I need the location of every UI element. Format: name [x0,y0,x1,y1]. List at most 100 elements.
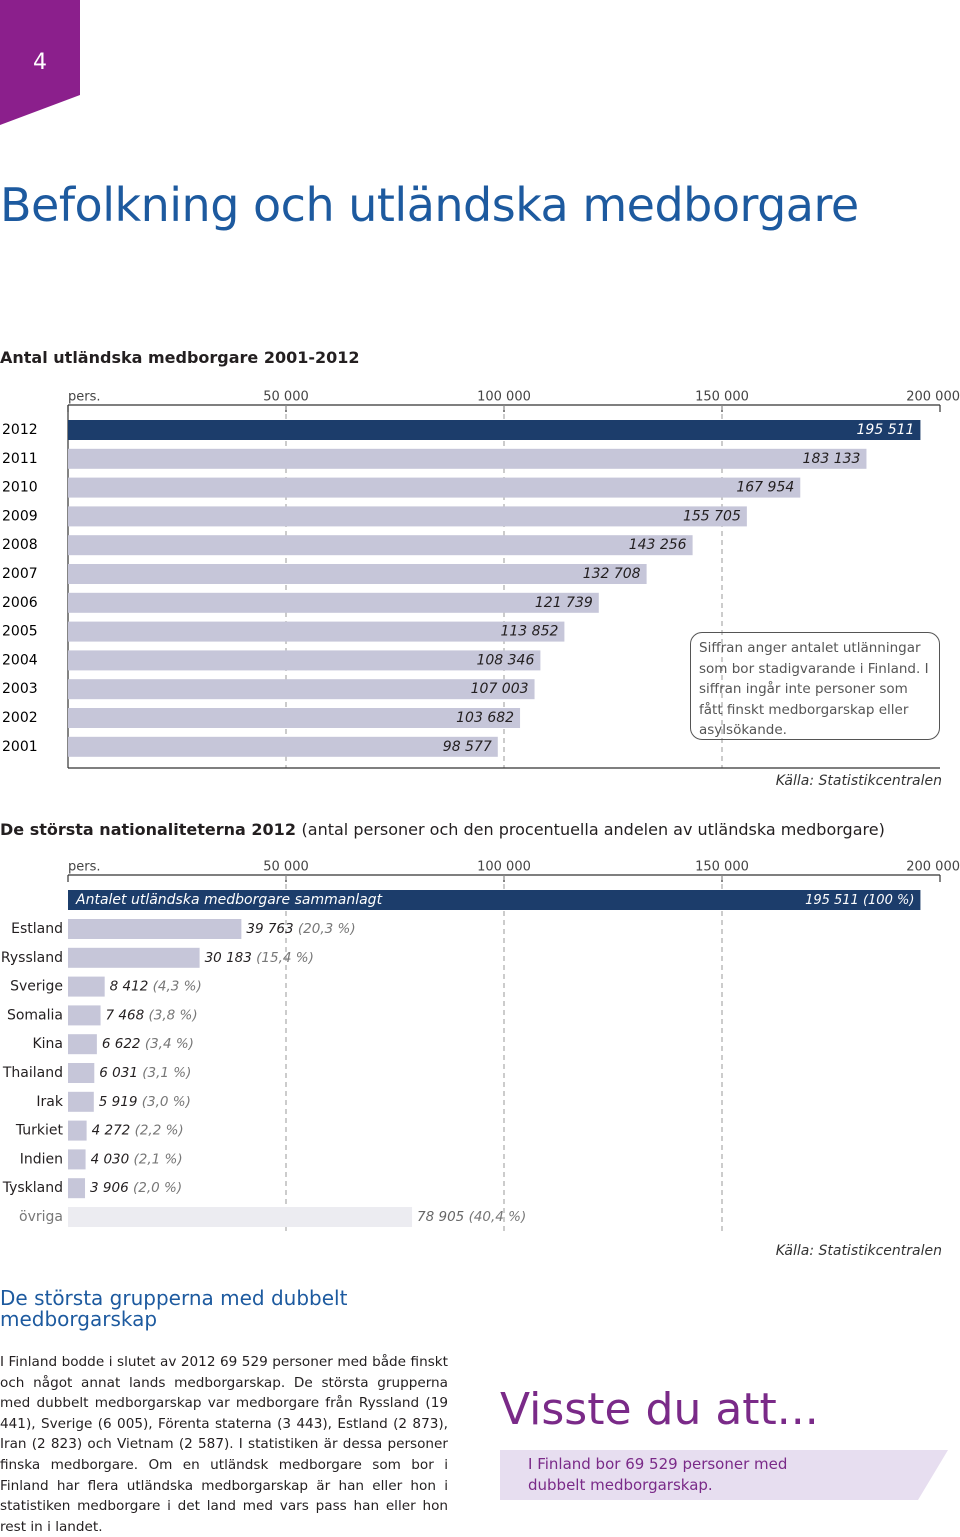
x-tick-label: 50 000 [263,390,309,405]
value-label: 39 763 (20,3 %) [246,921,355,937]
category-label: Thailand [2,1065,63,1081]
x-tick-label: 150 000 [695,390,749,405]
section-heading: De största grupperna med dubbelt medborg… [0,1286,348,1331]
category-label: Somalia [7,1007,63,1023]
value-number: 78 905 [417,1209,464,1225]
value-label: 7 468 (3,8 %) [106,1007,198,1023]
value-label: 30 183 (15,4 %) [205,950,314,966]
bar [68,477,801,498]
percent-label: (20,3 %) [298,921,356,937]
bar [68,708,521,728]
value-label: 3 906 (2,0 %) [90,1180,182,1196]
category-label: Irak [36,1094,63,1110]
fact-heading: Visste du att... [500,1384,819,1435]
bar [68,1178,86,1199]
value-label: 103 682 [456,710,514,726]
value-label: 4 272 (2,2 %) [92,1123,184,1139]
category-label: 2011 [2,451,38,467]
percent-label: (40,4 %) [469,1209,527,1225]
category-label: 2012 [2,422,38,438]
category-label: 2004 [2,652,38,668]
bar [68,506,747,527]
bar [68,736,498,757]
x-tick-label: 50 000 [263,860,309,875]
chart-title: De största nationaliteterna 2012 (antal … [0,820,885,839]
category-label: 2006 [2,595,38,611]
bar [68,1063,95,1083]
bar [68,679,535,700]
percent-label: (2,2 %) [135,1123,184,1139]
bar [68,947,200,968]
category-label: Tyskland [2,1180,63,1196]
value-label: 155 705 [683,508,741,524]
bar [68,919,242,939]
value-number: 39 763 [246,921,293,937]
chart-note: Siffran anger antalet utlänningar som bo… [690,632,940,740]
value-number: 8 412 [110,979,149,995]
bar [68,535,693,556]
percent-label: (2,1 %) [134,1151,183,1167]
category-label: 2003 [2,681,38,697]
x-tick-label: 200 000 [906,390,960,405]
value-label: 98 577 [443,739,492,755]
chart-subtitle: (antal personer och den procentuella and… [301,820,885,839]
value-label: 6 031 (3,1 %) [99,1065,191,1081]
value-label: 108 346 [476,652,534,668]
value-number: 6 622 [102,1036,141,1052]
value-label: 167 954 [736,480,794,496]
percent-label: (3,8 %) [149,1007,198,1023]
bar [68,592,599,613]
category-label: övriga [19,1209,63,1225]
chart-title: Antal utländska medborgare 2001-2012 [0,348,360,367]
page-number: 4 [33,50,47,75]
bar [68,1149,86,1170]
category-label: Kina [32,1036,63,1052]
category-label: 2001 [2,739,38,755]
x-tick-label: 200 000 [906,860,960,875]
value-label: 6 622 (3,4 %) [102,1036,194,1052]
bar [68,621,565,642]
category-label: 2009 [2,508,38,524]
bar [68,976,105,997]
bar [68,564,647,584]
value-number: 5 919 [99,1094,138,1110]
value-label: 143 256 [629,537,687,553]
value-label: 121 739 [535,595,593,611]
value-number: 7 468 [106,1007,145,1023]
category-label: Estland [11,921,63,937]
value-label: 132 708 [583,566,641,582]
category-label: Ryssland [1,950,63,966]
bar [68,650,541,671]
fact-band [500,1450,948,1500]
bar [68,1091,94,1112]
percent-label: (3,4 %) [145,1036,194,1052]
total-value-label: 195 511 [805,893,859,908]
percent-label: (2,0 %) [133,1180,182,1196]
category-label: 2005 [2,624,38,640]
category-label: Turkiet [15,1123,64,1139]
chart-source: Källa: Statistikcentralen [775,1243,942,1259]
x-tick-label: 100 000 [477,860,531,875]
value-number: 6 031 [99,1065,138,1081]
chart-title-main: De största nationaliteterna 2012 [0,820,296,839]
value-label: 195 511 [857,422,915,438]
value-label: 113 852 [500,624,558,640]
category-label: 2007 [2,566,38,582]
category-label: 2002 [2,710,38,726]
value-number: 30 183 [205,950,252,966]
value-label: 5 919 (3,0 %) [99,1094,191,1110]
section-body: I Finland bodde i slutet av 2012 69 529 … [0,1354,448,1535]
value-label: 4 030 (2,1 %) [91,1151,183,1167]
category-label: 2008 [2,537,38,553]
bar [68,420,921,440]
total-percent-label: (100 %) [863,893,914,908]
x-tick-label: 150 000 [695,860,749,875]
x-tick-label: pers. [68,390,101,405]
bar [68,448,867,469]
value-label: 8 412 (4,3 %) [110,979,202,995]
bar [68,1034,97,1055]
percent-label: (4,3 %) [153,979,202,995]
total-label: Antalet utländska medborgare sammanlagt [75,892,383,908]
